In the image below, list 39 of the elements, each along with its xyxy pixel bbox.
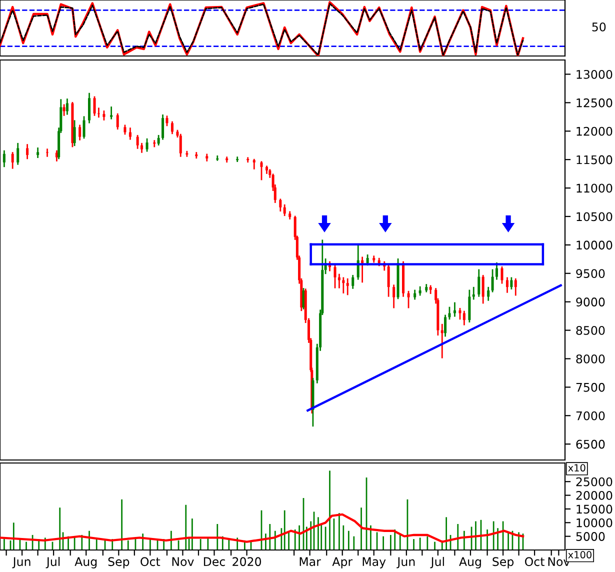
y-tick-label: 15000 <box>576 504 612 514</box>
text: x10 <box>568 464 586 472</box>
x-tick-label: Aug <box>74 557 97 568</box>
y-tick-label: 11500 <box>576 155 612 164</box>
y-tick-label: 6500 <box>576 440 605 449</box>
y-tick-label: 8000 <box>576 354 605 364</box>
y-tick-label: 8500 <box>576 326 605 335</box>
y-tick-label: 25000 <box>576 477 612 486</box>
x-tick-label: Jul <box>430 556 444 568</box>
text: 50 <box>592 22 606 32</box>
y-tick-label: 20000 <box>576 491 612 500</box>
x-tick-label: Jun <box>396 557 415 568</box>
x-tick-label: 2020 <box>232 557 262 566</box>
x-tick-label: Jun <box>12 557 30 568</box>
x-tick-label: Oct <box>140 557 160 566</box>
y-tick-label: 10500 <box>576 212 612 222</box>
x-tick-label: Nov <box>548 557 570 566</box>
y-tick-label: 12000 <box>576 126 612 136</box>
x-tick-label: Sep <box>108 557 130 568</box>
x-tick-label: Dec <box>204 557 225 566</box>
y-tick-label: 13000 <box>576 70 612 79</box>
y-tick-label: 11000 <box>576 184 612 193</box>
y-tick-label: 7000 <box>576 411 605 420</box>
x-tick-label: Apr <box>332 557 353 568</box>
text: x100 <box>568 551 592 558</box>
y-tick-label: 9000 <box>576 298 605 306</box>
y-tick-label: 5000 <box>576 532 605 541</box>
y-tick-label: 12500 <box>576 98 612 108</box>
y-tick-label: 10000 <box>576 240 612 250</box>
x-tick-label: May <box>362 557 386 568</box>
x-tick-label: Aug <box>459 557 481 568</box>
y-tick-label: 7500 <box>576 382 605 392</box>
x-tick-label: Jul <box>46 556 60 568</box>
y-tick-label: 9500 <box>576 269 605 278</box>
x-tick-label: Nov <box>172 557 194 566</box>
y-tick-label: 10000 <box>576 518 612 528</box>
x-tick-label: Oct <box>525 557 544 566</box>
x-tick-label: Sep <box>492 557 514 568</box>
x-tick-label: Mar <box>300 557 321 566</box>
